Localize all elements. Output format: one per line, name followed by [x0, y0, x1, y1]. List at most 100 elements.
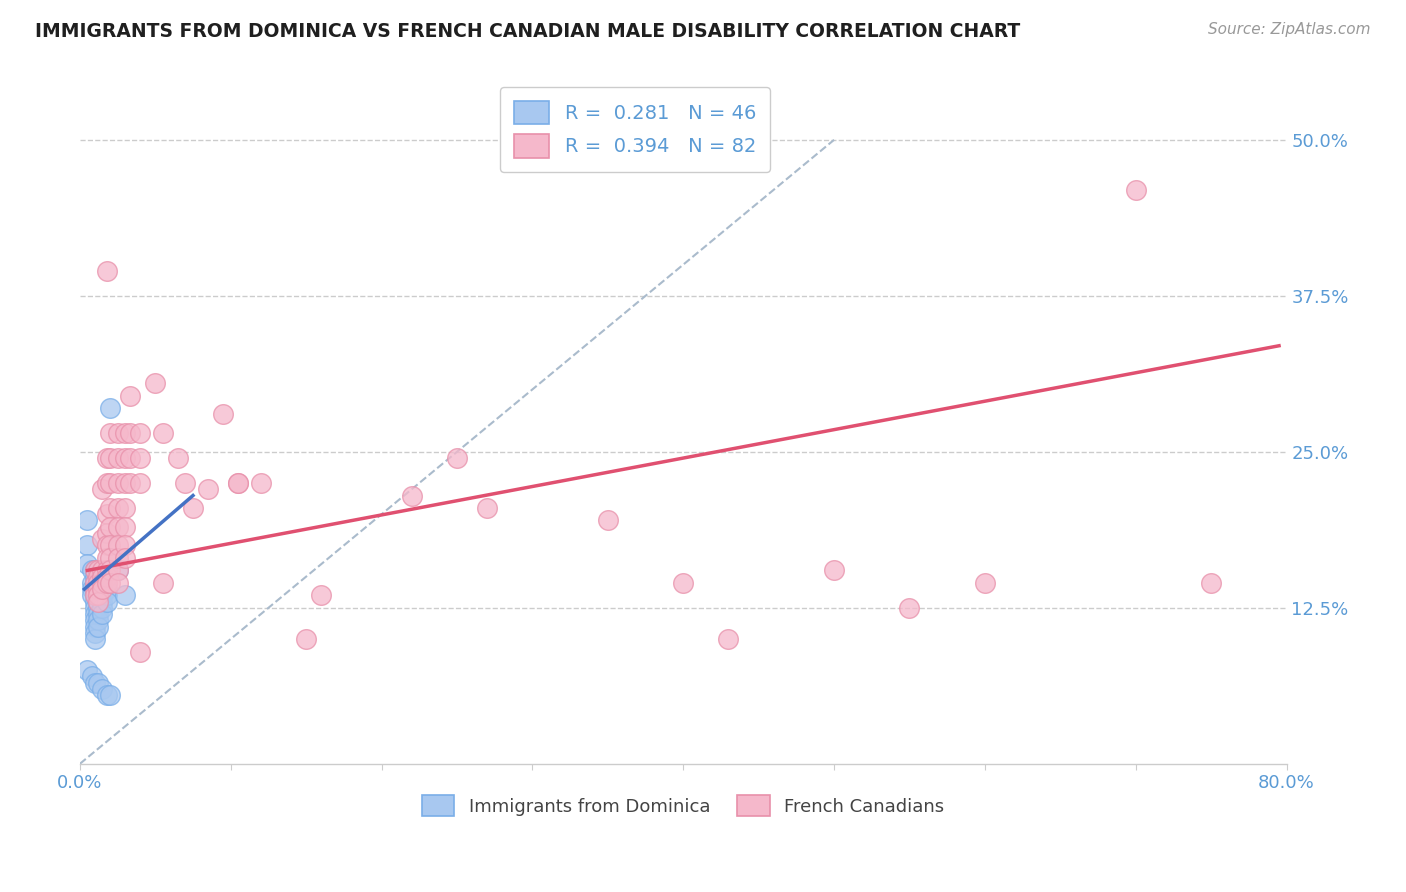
- Point: [87, 675, 110, 690]
- Point: [107, 563, 129, 577]
- Point: [84, 588, 107, 602]
- Point: [114, 426, 136, 441]
- Point: [91, 575, 114, 590]
- Point: [87, 582, 110, 596]
- Point: [84, 582, 107, 596]
- Point: [96, 563, 118, 577]
- Point: [1125, 183, 1147, 197]
- Point: [475, 500, 498, 515]
- Point: [446, 451, 468, 466]
- Point: [84, 575, 107, 590]
- Point: [84, 675, 107, 690]
- Point: [114, 538, 136, 552]
- Point: [596, 513, 619, 527]
- Point: [309, 588, 332, 602]
- Point: [114, 588, 136, 602]
- Point: [91, 600, 114, 615]
- Point: [87, 582, 110, 596]
- Point: [87, 600, 110, 615]
- Point: [76, 557, 98, 571]
- Point: [226, 476, 249, 491]
- Point: [87, 575, 110, 590]
- Point: [87, 588, 110, 602]
- Point: [91, 607, 114, 621]
- Point: [91, 483, 114, 497]
- Point: [84, 619, 107, 633]
- Point: [84, 569, 107, 583]
- Point: [91, 588, 114, 602]
- Point: [76, 538, 98, 552]
- Point: [76, 513, 98, 527]
- Point: [84, 600, 107, 615]
- Point: [898, 600, 921, 615]
- Point: [91, 563, 114, 577]
- Point: [96, 569, 118, 583]
- Point: [80, 669, 103, 683]
- Point: [96, 451, 118, 466]
- Point: [84, 607, 107, 621]
- Point: [87, 563, 110, 577]
- Point: [107, 563, 129, 577]
- Point: [91, 532, 114, 546]
- Point: [717, 632, 740, 646]
- Point: [84, 594, 107, 608]
- Point: [152, 575, 174, 590]
- Point: [98, 563, 121, 577]
- Point: [98, 688, 121, 702]
- Point: [80, 582, 103, 596]
- Point: [174, 476, 197, 491]
- Point: [98, 500, 121, 515]
- Point: [98, 401, 121, 416]
- Point: [226, 476, 249, 491]
- Point: [167, 451, 190, 466]
- Point: [84, 632, 107, 646]
- Point: [98, 519, 121, 533]
- Point: [96, 594, 118, 608]
- Point: [91, 582, 114, 596]
- Point: [96, 264, 118, 278]
- Point: [98, 538, 121, 552]
- Point: [129, 476, 152, 491]
- Point: [118, 476, 141, 491]
- Point: [87, 594, 110, 608]
- Point: [84, 625, 107, 640]
- Point: [974, 575, 997, 590]
- Point: [80, 563, 103, 577]
- Point: [96, 575, 118, 590]
- Point: [84, 575, 107, 590]
- Point: [91, 575, 114, 590]
- Point: [118, 389, 141, 403]
- Point: [114, 451, 136, 466]
- Point: [87, 594, 110, 608]
- Point: [87, 619, 110, 633]
- Point: [98, 575, 121, 590]
- Point: [114, 550, 136, 565]
- Point: [80, 588, 103, 602]
- Point: [96, 688, 118, 702]
- Point: [96, 588, 118, 602]
- Point: [250, 476, 273, 491]
- Point: [96, 582, 118, 596]
- Point: [823, 563, 845, 577]
- Text: Source: ZipAtlas.com: Source: ZipAtlas.com: [1208, 22, 1371, 37]
- Point: [87, 613, 110, 627]
- Point: [98, 451, 121, 466]
- Point: [107, 538, 129, 552]
- Point: [91, 594, 114, 608]
- Point: [96, 538, 118, 552]
- Point: [96, 550, 118, 565]
- Point: [401, 489, 423, 503]
- Point: [84, 613, 107, 627]
- Point: [114, 476, 136, 491]
- Point: [96, 507, 118, 521]
- Point: [84, 563, 107, 577]
- Point: [84, 582, 107, 596]
- Point: [212, 408, 235, 422]
- Point: [107, 519, 129, 533]
- Point: [87, 607, 110, 621]
- Point: [152, 426, 174, 441]
- Point: [129, 451, 152, 466]
- Point: [672, 575, 695, 590]
- Point: [107, 451, 129, 466]
- Point: [107, 550, 129, 565]
